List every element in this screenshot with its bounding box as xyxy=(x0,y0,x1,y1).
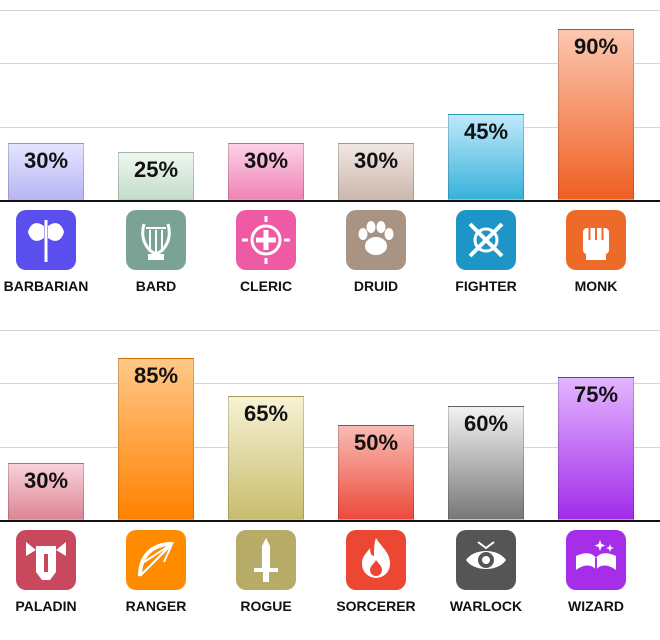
bar-value-label: 30% xyxy=(353,148,399,173)
bar-value-label: 30% xyxy=(243,148,289,173)
bar-druid: 30% xyxy=(338,143,414,200)
winged-helmet-icon xyxy=(16,530,76,590)
bar-value-label: 65% xyxy=(243,401,289,426)
category-label: MONK xyxy=(574,278,618,294)
bar-sorcerer: 50% xyxy=(338,425,414,520)
gridline xyxy=(0,10,660,11)
category-label: DRUID xyxy=(353,278,399,294)
bar-value-label: 85% xyxy=(133,363,179,388)
category-label: PALADIN xyxy=(15,598,77,614)
gridline xyxy=(0,383,660,384)
axe-icon xyxy=(16,210,76,270)
paw-icon xyxy=(346,210,406,270)
category-label: SORCERER xyxy=(336,598,416,614)
category-label: WIZARD xyxy=(568,598,624,614)
bar-rogue: 65% xyxy=(228,396,304,520)
bar-ranger: 85% xyxy=(118,358,194,520)
gridline xyxy=(0,330,660,331)
bar-value-label: 50% xyxy=(353,430,399,455)
bar-bard: 25% xyxy=(118,152,194,200)
bar-value-label: 75% xyxy=(573,382,619,407)
bar-value-label: 25% xyxy=(133,157,179,182)
bar-cleric: 30% xyxy=(228,143,304,200)
bar-monk: 90% xyxy=(558,29,634,200)
x-axis-baseline xyxy=(0,520,660,522)
bar-fighter: 45% xyxy=(448,114,524,200)
x-axis-baseline xyxy=(0,200,660,202)
spellbook-icon xyxy=(566,530,626,590)
crossed-swords-icon xyxy=(456,210,516,270)
category-label: CLERIC xyxy=(239,278,293,294)
chart-panel-bottom: 30% PALADIN 85% RANGER 65% ROGUE 50% SORCERER 60… xyxy=(0,320,660,640)
category-label: BARD xyxy=(135,278,177,294)
bar-value-label: 45% xyxy=(463,119,509,144)
bar-wizard: 75% xyxy=(558,377,634,520)
category-label: BARBARIAN xyxy=(3,278,89,294)
bar-paladin: 30% xyxy=(8,463,84,520)
category-label: FIGHTER xyxy=(455,278,517,294)
bar-value-label: 60% xyxy=(463,411,509,436)
cleric-cross-icon xyxy=(236,210,296,270)
fist-icon xyxy=(566,210,626,270)
gridline xyxy=(0,127,660,128)
chart-panel-top: 30% BARBARIAN 25% BARD 30% CLERIC 30% DRUID 45% F… xyxy=(0,10,660,294)
flame-icon xyxy=(346,530,406,590)
bar-barbarian: 30% xyxy=(8,143,84,200)
bar-warlock: 60% xyxy=(448,406,524,520)
bow-icon xyxy=(126,530,186,590)
eye-icon xyxy=(456,530,516,590)
gridline xyxy=(0,447,660,448)
category-label: RANGER xyxy=(125,598,187,614)
category-label: WARLOCK xyxy=(449,598,523,614)
dagger-icon xyxy=(236,530,296,590)
gridline xyxy=(0,63,660,64)
bar-value-label: 30% xyxy=(23,148,69,173)
category-label: ROGUE xyxy=(240,598,292,614)
bar-value-label: 90% xyxy=(573,34,619,59)
lyre-icon xyxy=(126,210,186,270)
bar-value-label: 30% xyxy=(23,468,69,493)
